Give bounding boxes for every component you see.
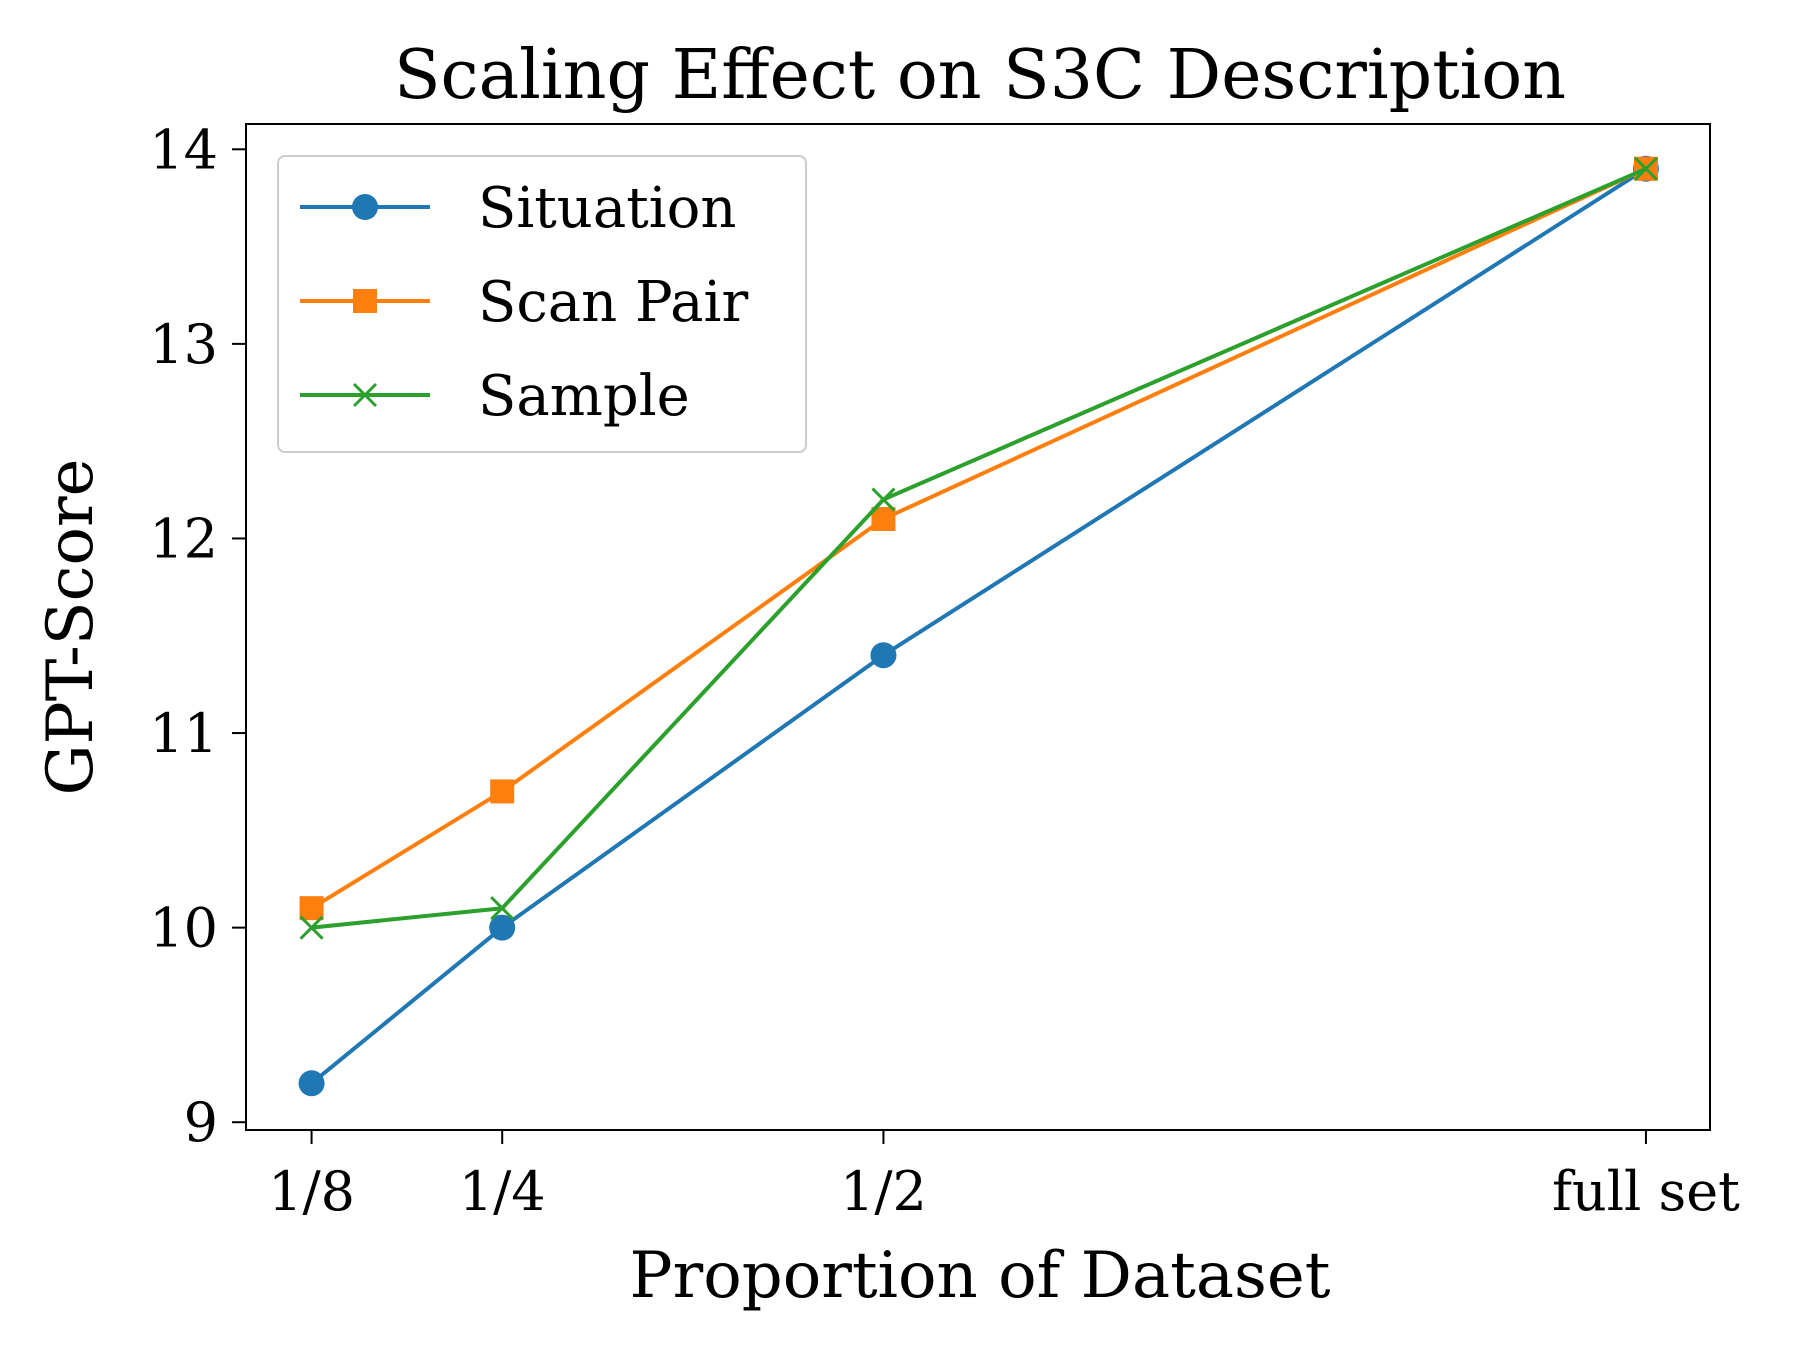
x-tick-label: 1/2 <box>840 1160 927 1223</box>
series-line-situation <box>310 167 1647 1085</box>
x-tick-label: 1/8 <box>268 1160 355 1223</box>
legend-swatch-marker <box>352 194 378 220</box>
data-point-sample <box>1633 156 1659 181</box>
y-tick-label: 12 <box>149 507 218 570</box>
series-scan-pair <box>299 156 1658 921</box>
series-line-scan-pair <box>310 166 1647 910</box>
legend-label: Sample <box>478 364 690 429</box>
series-line-sample <box>311 166 1647 930</box>
legend-frame <box>277 155 807 453</box>
y-tick-label: 9 <box>184 1091 218 1154</box>
data-point-situation <box>298 1070 325 1097</box>
y-tick-label: 10 <box>149 897 218 960</box>
plot-area-frame <box>245 123 1711 1131</box>
x-tick-label: 1/4 <box>459 1160 546 1223</box>
y-tick-label: 13 <box>149 313 218 376</box>
x-tick-label: full set <box>1552 1160 1740 1223</box>
legend-label: Scan Pair <box>478 270 748 335</box>
data-point-situation <box>489 914 516 941</box>
legend-label: Situation <box>478 176 736 241</box>
legend-swatch-marker <box>352 382 378 408</box>
y-axis-label: GPT-Score <box>34 459 108 796</box>
y-tick-label: 14 <box>149 118 218 181</box>
y-tick-label: 11 <box>149 702 218 765</box>
data-point-situation <box>870 642 897 669</box>
data-point-sample <box>299 915 324 940</box>
x-axis-label: Proportion of Dataset <box>630 1239 1331 1313</box>
data-point-sample <box>490 896 515 921</box>
legend-item-situation: Situation <box>300 176 736 241</box>
data-point-scan-pair <box>490 779 515 804</box>
series-sample <box>299 156 1659 940</box>
data-point-scan-pair <box>299 896 324 921</box>
chart-title: Scaling Effect on S3C Description <box>394 36 1566 115</box>
data-point-scan-pair <box>871 507 896 532</box>
legend-item-sample: Sample <box>300 364 690 429</box>
legend: Situation Scan Pair Sample <box>277 155 807 453</box>
legend-item-scan-pair: Scan Pair <box>300 270 748 335</box>
data-point-sample <box>871 487 896 512</box>
legend-swatch-marker <box>353 289 377 313</box>
